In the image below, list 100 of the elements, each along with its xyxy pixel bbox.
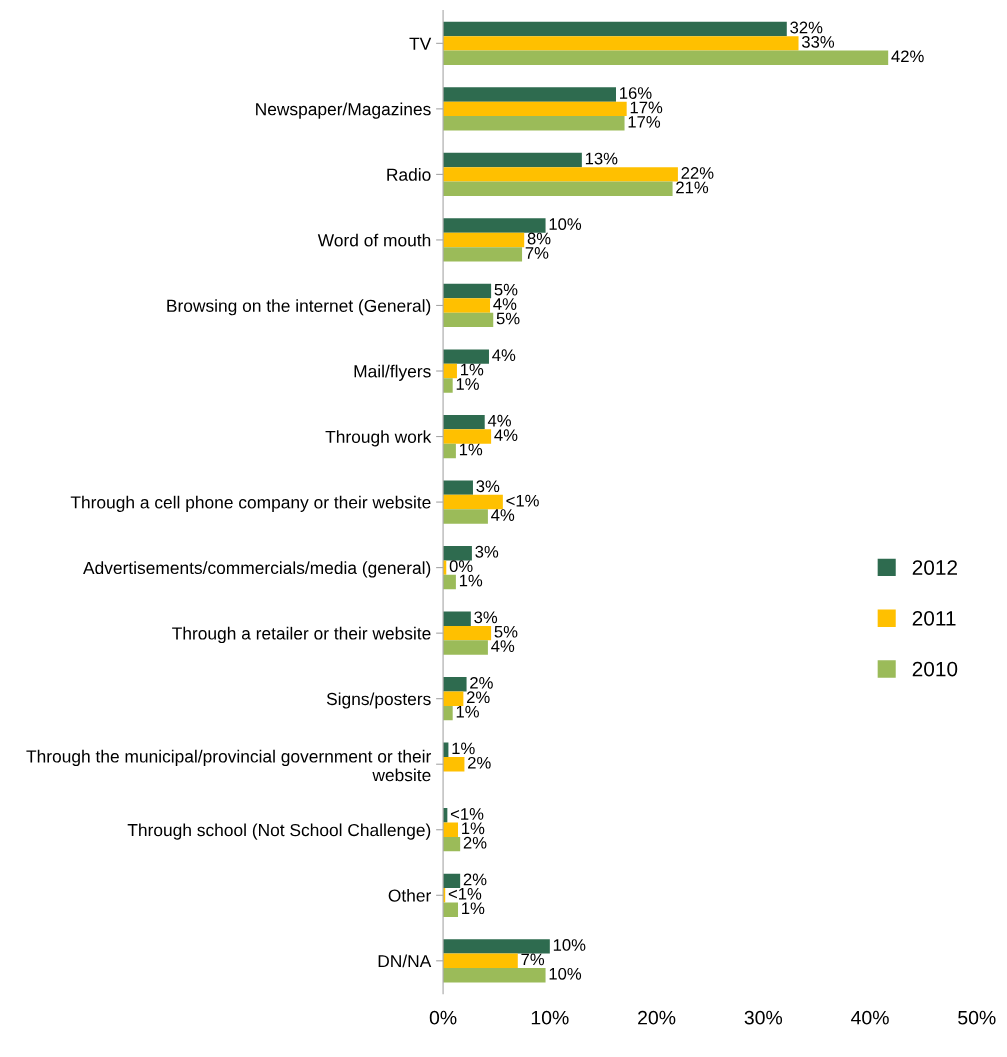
data-label: 5% bbox=[496, 312, 520, 325]
data-label: 3% bbox=[476, 480, 500, 493]
y-tick-label: Browsing on the internet (General) bbox=[167, 299, 431, 316]
bar bbox=[443, 298, 491, 313]
x-tick-label: 0% bbox=[429, 1010, 457, 1025]
y-tick-label: Through work bbox=[325, 430, 432, 447]
bar bbox=[443, 116, 625, 131]
bar bbox=[443, 691, 464, 706]
bar bbox=[443, 574, 456, 590]
x-tick-label: 20% bbox=[638, 1010, 676, 1025]
bar bbox=[443, 968, 546, 983]
y-tick-label: DN/NA bbox=[378, 954, 432, 968]
data-label: 2% bbox=[468, 756, 491, 769]
data-label: 4% bbox=[491, 640, 515, 652]
legend-label: 2010 bbox=[912, 661, 958, 677]
y-tick-label: Through a cell phone company or their website bbox=[70, 495, 431, 512]
data-label: 7% bbox=[521, 953, 545, 966]
data-label: 21% bbox=[676, 181, 709, 194]
bar bbox=[443, 443, 456, 459]
data-label: 4% bbox=[487, 414, 511, 427]
bar bbox=[443, 378, 453, 393]
bar bbox=[443, 181, 673, 197]
bar bbox=[443, 101, 627, 117]
data-label: 4% bbox=[492, 349, 516, 361]
data-label: 4% bbox=[491, 509, 515, 521]
bar bbox=[443, 480, 473, 495]
bar bbox=[443, 640, 488, 655]
data-label: 17% bbox=[630, 101, 663, 114]
bar bbox=[443, 509, 488, 524]
data-label: 13% bbox=[585, 152, 618, 165]
y-tick-label: Newspaper/Magazines bbox=[256, 102, 431, 119]
data-label: 10% bbox=[553, 939, 586, 951]
data-label: 1% bbox=[452, 742, 475, 755]
data-label: 5% bbox=[494, 625, 518, 638]
bar bbox=[443, 902, 459, 917]
data-label: 1% bbox=[462, 822, 485, 835]
y-tick-label: TV bbox=[409, 37, 432, 50]
y-tick-label: Signs/posters bbox=[326, 692, 431, 709]
data-label: 8% bbox=[527, 232, 551, 245]
data-label: 10% bbox=[549, 967, 582, 980]
legend-label: 2012 bbox=[912, 560, 957, 575]
data-label: 2% bbox=[463, 836, 487, 849]
bar bbox=[443, 625, 492, 641]
bar bbox=[443, 152, 582, 168]
bar bbox=[443, 873, 461, 889]
data-label: <1% bbox=[506, 494, 539, 507]
data-label: 33% bbox=[801, 36, 835, 48]
bar bbox=[443, 21, 787, 37]
bar bbox=[443, 494, 503, 510]
data-label: 1% bbox=[456, 705, 479, 718]
y-tick-label: Word of mouth bbox=[317, 233, 431, 247]
y-tick-label: Advertisements/commercials/media (general) bbox=[83, 561, 431, 578]
bar bbox=[443, 312, 494, 328]
data-label: 1% bbox=[462, 902, 485, 915]
x-tick-label: 30% bbox=[744, 1010, 783, 1025]
x-tick-label: 10% bbox=[531, 1010, 569, 1025]
data-label: <1% bbox=[448, 888, 482, 900]
data-label: 2% bbox=[470, 676, 493, 689]
y-tick-label: Mail/flyers bbox=[354, 364, 431, 381]
data-label: 1% bbox=[459, 443, 483, 456]
data-label: 2% bbox=[466, 691, 490, 704]
bar bbox=[443, 363, 457, 379]
legend-label: 2011 bbox=[912, 610, 956, 626]
data-label: 10% bbox=[549, 218, 582, 230]
data-label: 5% bbox=[494, 283, 518, 296]
y-tick-label: Other bbox=[388, 888, 431, 902]
bar bbox=[443, 836, 461, 852]
data-label: <1% bbox=[450, 808, 484, 820]
bar bbox=[443, 414, 485, 430]
data-label: 7% bbox=[525, 247, 549, 259]
data-label: 1% bbox=[461, 363, 484, 376]
data-label: 17% bbox=[628, 116, 661, 128]
data-label: 22% bbox=[681, 167, 714, 179]
y-tick-label: Radio bbox=[387, 168, 431, 181]
bar bbox=[443, 349, 489, 364]
bar bbox=[443, 611, 471, 626]
y-tick-label: Through a retailer or their website bbox=[172, 626, 431, 644]
data-label: 32% bbox=[790, 21, 823, 34]
bar bbox=[443, 50, 889, 65]
data-label: 2% bbox=[463, 873, 487, 886]
bar bbox=[443, 939, 550, 954]
x-tick-label: 40% bbox=[851, 1010, 889, 1025]
data-label: 4% bbox=[494, 429, 518, 441]
bar bbox=[443, 677, 467, 692]
bar bbox=[443, 822, 459, 837]
data-label: 1% bbox=[459, 574, 483, 587]
bar bbox=[443, 953, 518, 969]
bar bbox=[443, 705, 453, 721]
bar bbox=[443, 283, 492, 299]
data-label: 1% bbox=[456, 378, 479, 390]
y-tick-label: Through school (Not School Challenge) bbox=[127, 823, 431, 840]
data-label: 3% bbox=[474, 611, 498, 624]
bar bbox=[443, 232, 525, 248]
data-label: 16% bbox=[620, 87, 652, 99]
bar bbox=[443, 36, 799, 51]
data-label: 42% bbox=[891, 50, 924, 63]
bar bbox=[443, 87, 616, 102]
bar bbox=[443, 247, 523, 262]
bar bbox=[443, 218, 546, 233]
data-label: 0% bbox=[449, 560, 473, 573]
